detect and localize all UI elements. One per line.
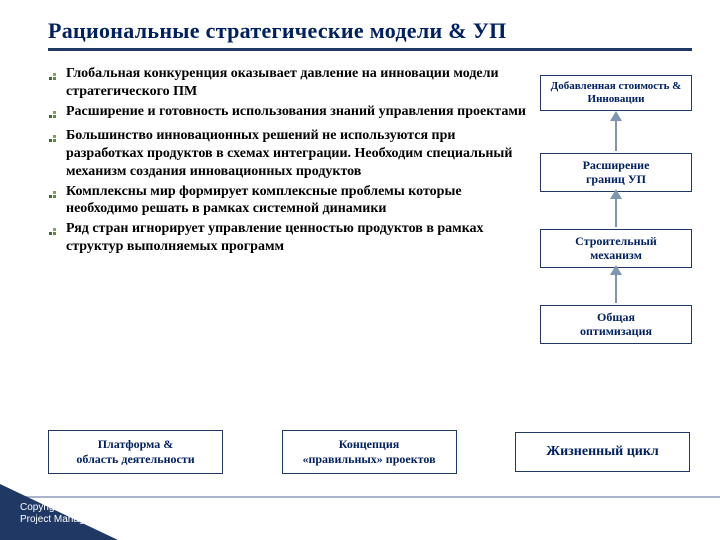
bottom-box-3: Жизненный цикл (515, 432, 690, 472)
box-text: механизм (590, 248, 642, 262)
box-text: Инновации (588, 93, 645, 105)
slide: Рациональные стратегические модели & УП … (0, 0, 720, 540)
box-text: Расширение (583, 158, 650, 172)
box-text: «правильных» проектов (302, 452, 435, 466)
box-text: оптимизация (580, 324, 652, 338)
box-text: область деятельности (76, 452, 194, 466)
bottom-row: Платформа & область деятельности Концепц… (48, 430, 690, 474)
box-text: Концепция (339, 437, 400, 451)
box-text: Добавленная стоимость & (551, 80, 682, 92)
bullet-text: Ряд стран игнорирует управление ценность… (66, 220, 530, 256)
bullet-icon (48, 107, 58, 125)
arrow-stem (615, 199, 617, 227)
right-flow: Добавленная стоимость & Инновации Расшир… (540, 75, 692, 355)
slide-title: Рациональные стратегические модели & УП (48, 18, 692, 44)
bullet-icon (48, 187, 58, 219)
bullet-icon (48, 224, 58, 256)
bullet-text: Комплексны мир формирует комплексные про… (66, 183, 530, 219)
copyright-line1: Copyright © 2009 (20, 502, 98, 513)
box-text: Строительный (575, 234, 657, 248)
flow-box-bottom: Общая оптимизация (540, 305, 692, 344)
arrow-stem (615, 121, 617, 151)
content-row: Глобальная конкуренция оказывает давлени… (48, 65, 692, 355)
box-text: Жизненный цикл (546, 444, 659, 459)
list-item: Ряд стран игнорирует управление ценность… (48, 220, 530, 256)
bullet-icon (48, 69, 58, 101)
bullet-text: Расширение и готовность использования зн… (66, 103, 526, 125)
bottom-box-2: Концепция «правильных» проектов (282, 430, 457, 474)
list-item: Комплексны мир формирует комплексные про… (48, 183, 530, 219)
arrow-up-icon (610, 189, 622, 199)
arrow-stem (615, 275, 617, 303)
copyright-text: Copyright © 2009 Project Management Asso… (20, 502, 207, 526)
list-item: Большинство инновационных решений не исп… (48, 127, 530, 181)
arrow-up-icon (610, 111, 622, 121)
title-underline (48, 48, 692, 51)
bullet-list: Глобальная конкуренция оказывает давлени… (48, 65, 534, 355)
flow-box-top: Добавленная стоимость & Инновации (540, 75, 692, 111)
arrow-up-icon (610, 265, 622, 275)
bottom-box-1: Платформа & область деятельности (48, 430, 223, 474)
box-text: Платформа & (98, 437, 174, 451)
bullet-text: Большинство инновационных решений не исп… (66, 127, 530, 181)
bullet-icon (48, 131, 58, 181)
list-item: Расширение и готовность использования зн… (48, 103, 530, 125)
list-item: Глобальная конкуренция оказывает давлени… (48, 65, 530, 101)
copyright-line2: Project Management Association of Japan (20, 514, 207, 525)
box-text: Общая (597, 310, 635, 324)
flow-box-low: Строительный механизм (540, 229, 692, 268)
bullet-text: Глобальная конкуренция оказывает давлени… (66, 65, 530, 101)
box-text: границ УП (586, 172, 646, 186)
flow-box-mid: Расширение границ УП (540, 153, 692, 192)
